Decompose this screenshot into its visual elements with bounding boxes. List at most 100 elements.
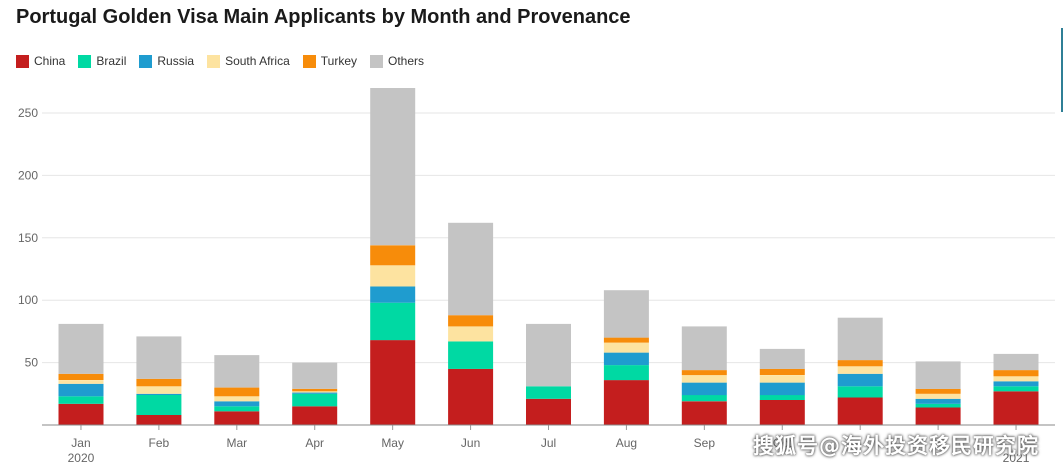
bar-segment [681, 375, 727, 383]
bar-segment [448, 368, 494, 425]
bar-segment [837, 360, 883, 367]
legend-label: Brazil [96, 54, 127, 68]
bar-segment [214, 387, 260, 397]
bar-segment [370, 245, 416, 266]
bar-segment [370, 88, 416, 246]
bar-segment [759, 375, 805, 383]
x-tick-label: Oct [773, 436, 792, 450]
bar-segment [681, 395, 727, 402]
x-tick-label: Apr [305, 436, 324, 450]
bar-segment [448, 222, 494, 316]
legend-label: China [34, 54, 66, 68]
bar-segment [915, 403, 961, 408]
legend-swatch [78, 54, 92, 68]
bar-segment [681, 382, 727, 396]
bar-segment [915, 393, 961, 399]
x-tick-label: Feb [149, 436, 170, 450]
bar-segment [837, 397, 883, 425]
legend-swatch [139, 54, 153, 68]
legend-label: Russia [157, 54, 195, 68]
bar-segment [837, 386, 883, 398]
bar-segment [292, 406, 338, 425]
bar-segment [759, 348, 805, 369]
y-tick-label: 200 [18, 168, 38, 182]
bar-segment [292, 393, 338, 407]
bar-segment [136, 378, 182, 387]
bar-segment [136, 395, 182, 415]
bar-segment [681, 326, 727, 371]
bar-segment [292, 391, 338, 393]
bar-segment [448, 326, 494, 342]
x-tick-label: May [381, 436, 404, 450]
x-tick-label: Jun [461, 436, 480, 450]
bar-segment [759, 382, 805, 396]
bar-segment [448, 341, 494, 369]
bar-segment [58, 373, 104, 380]
bar-segment [603, 380, 649, 425]
bar-segment [759, 368, 805, 375]
bar-segment [915, 398, 961, 404]
bar-segment [681, 370, 727, 376]
bar-segment [214, 396, 260, 402]
x-year-label: 2020 [68, 451, 95, 465]
bar-segment [136, 393, 182, 395]
bar-segment [837, 317, 883, 361]
legend-swatch [370, 54, 384, 68]
legend-swatch [207, 54, 221, 68]
legend-swatch [302, 54, 316, 68]
bar-segment [58, 323, 104, 374]
bar-segment [993, 370, 1039, 377]
bar-segment [603, 365, 649, 381]
legend-label: South Africa [225, 54, 290, 68]
bar-segment [58, 403, 104, 425]
x-tick-label: Mar [226, 436, 247, 450]
watermark: 搜狐号@海外投资移民研究院 [753, 434, 1039, 458]
bar-segment [448, 315, 494, 327]
bar-segment [526, 398, 571, 425]
bar-segment [603, 352, 649, 366]
bar-segment [993, 391, 1039, 425]
bar-segment [136, 415, 182, 425]
bar-segment [214, 355, 260, 388]
bar-segment [214, 401, 260, 407]
bar-segment [759, 395, 805, 400]
bar-segment [370, 286, 416, 303]
bar-segment [370, 265, 416, 287]
bar-segment [681, 401, 727, 425]
scrollbar-thumb[interactable] [1061, 28, 1063, 112]
legend: China Brazil Russia South Africa Turkey Other… [16, 53, 437, 69]
bar-segment [58, 396, 104, 404]
bar-segment [993, 381, 1039, 387]
x-tick-label: Sep [694, 436, 716, 450]
legend-swatch [16, 54, 29, 68]
bar-segment [58, 380, 104, 384]
bar-segment [292, 392, 338, 394]
x-tick-label: Jul [541, 436, 556, 450]
legend-label: Others [388, 54, 425, 68]
bar-segment [603, 337, 649, 343]
x-year-label: 2021 [1003, 451, 1030, 465]
x-tick-label: Jan [71, 436, 90, 450]
legend-item: Others [370, 54, 424, 68]
bar-segment [993, 353, 1039, 371]
x-tick-label: Aug [616, 436, 637, 450]
bar-segment [603, 342, 649, 353]
bar-segment [214, 406, 260, 412]
bar-segment [993, 376, 1039, 382]
y-tick-label: 100 [18, 293, 38, 307]
bar-segment [993, 386, 1039, 392]
bar-segment [370, 340, 416, 425]
bar-segment [214, 411, 260, 425]
legend-item: Turkey [302, 54, 357, 68]
chart-title: Portugal Golden Visa Main Applicants by … [16, 6, 631, 28]
bar-segment [58, 383, 104, 397]
bar-segment [526, 323, 571, 387]
y-tick-label: 50 [25, 356, 39, 370]
bar-segment [759, 400, 805, 425]
bar-segment [292, 362, 338, 389]
bar-segment [136, 386, 182, 394]
legend-item: China [16, 54, 65, 68]
bar-segment [136, 336, 182, 379]
y-tick-label: 150 [18, 231, 38, 245]
